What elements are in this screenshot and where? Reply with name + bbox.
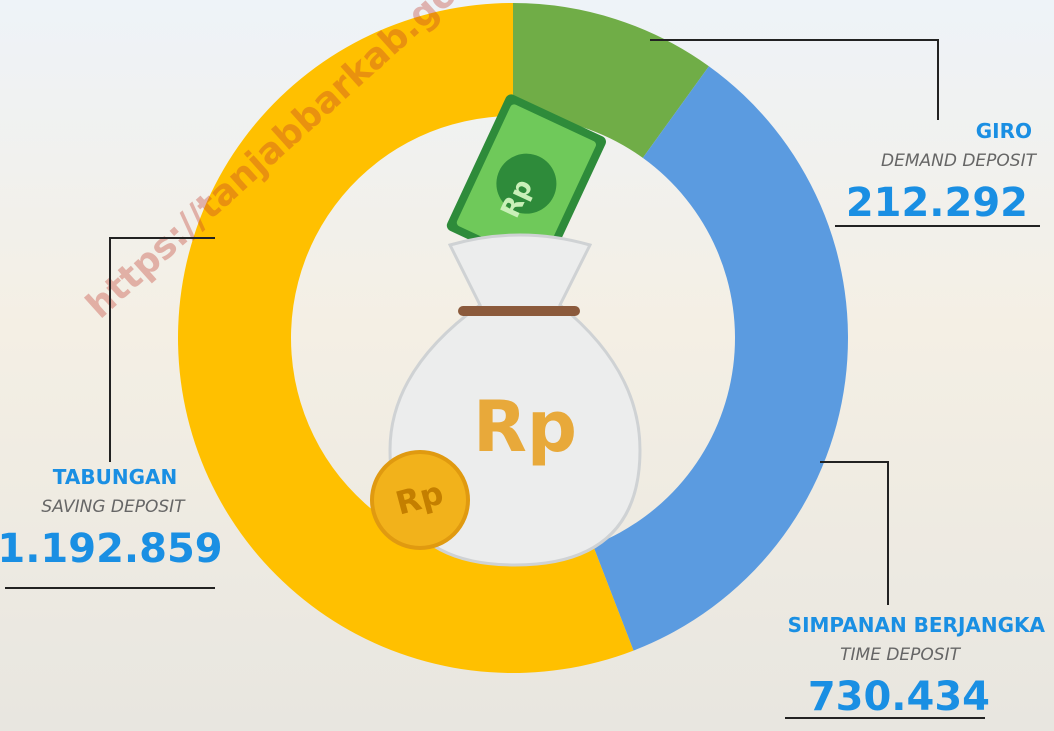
value-label: 212.292	[846, 180, 1028, 226]
bag-label: Rp	[473, 386, 577, 468]
coin	[370, 450, 470, 550]
category-label: GIRO	[976, 119, 1032, 143]
donut-segment	[177, 3, 634, 673]
leader-lines	[5, 39, 1040, 719]
donut-segment	[592, 66, 849, 651]
value-label: 730.434	[808, 674, 990, 720]
category-subtitle: DEMAND DEPOSIT	[881, 151, 1038, 171]
illustration: Rp Rp Rp	[370, 94, 642, 567]
category-label: TABUNGAN	[53, 465, 177, 489]
value-label: 1.192.859	[0, 526, 223, 572]
category-subtitle: SAVING DEPOSIT	[41, 497, 186, 517]
category-subtitle: TIME DEPOSIT	[840, 645, 961, 665]
labels: GIRO DEMAND DEPOSIT 212.292 SIMPANAN BERJAN…	[0, 119, 1046, 720]
category-label: SIMPANAN BERJANGKA	[788, 613, 1046, 637]
